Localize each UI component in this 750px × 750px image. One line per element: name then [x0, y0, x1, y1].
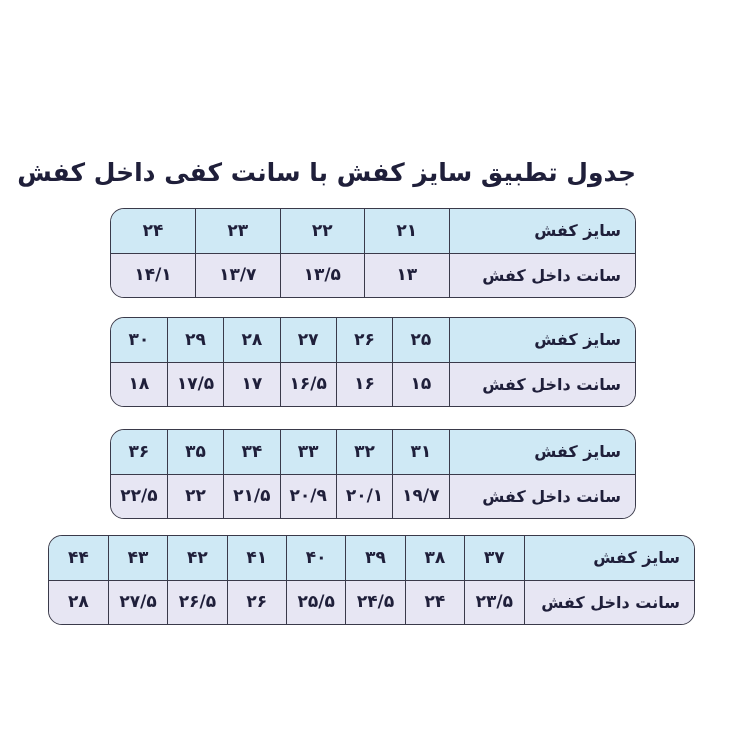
shoe-size-label: سایز کفش — [448, 430, 635, 475]
shoe-size-cell: ۳۲ — [335, 430, 393, 475]
shoe-size-label: سایز کفش — [448, 318, 635, 363]
shoe-size-cell: ۳۹ — [345, 536, 406, 581]
shoe-size-cell: ۲۱ — [364, 209, 449, 254]
shoe-size-cell: ۲۸ — [223, 318, 281, 363]
shoe-size-cell: ۴۰ — [285, 536, 346, 581]
shoe-size-cell: ۲۹ — [166, 318, 224, 363]
page-title: جدول تطبیق سایز کفش با سانت کفی داخل کفش — [17, 158, 636, 187]
insole-cm-cell: ۱۷/۵ — [166, 362, 224, 406]
shoe-size-cell: ۴۳ — [107, 536, 168, 581]
shoe-size-label: سایز کفش — [523, 536, 694, 581]
shoe-size-cell: ۳۱ — [392, 430, 449, 475]
shoe-size-cell: ۲۷ — [279, 318, 337, 363]
insole-cm-row: سانت داخل کفش ۲۳/۵ ۲۴ ۲۴/۵ ۲۵/۵ ۲۶ ۲۶/۵ ۲۷/۵ ۲۸ — [49, 580, 694, 624]
size-table-3: سایز کفش ۳۱ ۳۲ ۳۳ ۳۴ ۳۵ ۳۶ سانت داخل کفش ۱۹/۷ ۲۰/… — [110, 429, 636, 519]
shoe-size-cell: ۳۷ — [464, 536, 524, 581]
shoe-size-label: سایز کفش — [448, 209, 635, 254]
insole-cm-cell: ۱۳ — [364, 253, 449, 297]
insole-cm-cell: ۲۵/۵ — [285, 580, 346, 624]
size-chart-table: سایز کفش ۳۷ ۳۸ ۳۹ ۴۰ ۴۱ ۴۲ ۴۳ ۴۴ سانت داخل کفش ۲۳/… — [49, 536, 694, 624]
shoe-size-cell: ۳۳ — [279, 430, 337, 475]
shoe-size-cell: ۴۴ — [49, 536, 109, 581]
insole-cm-cell: ۱۷ — [223, 362, 281, 406]
shoe-size-cell: ۳۶ — [111, 430, 168, 475]
insole-cm-label: سانت داخل کفش — [523, 580, 694, 624]
insole-cm-cell: ۲۶/۵ — [167, 580, 228, 624]
insole-cm-cell: ۲۴/۵ — [345, 580, 406, 624]
size-table-2: سایز کفش ۲۵ ۲۶ ۲۷ ۲۸ ۲۹ ۳۰ سانت داخل کفش ۱۵ ۱۶ ۱۶/… — [110, 317, 636, 407]
size-table-1: سایز کفش ۲۱ ۲۲ ۲۳ ۲۴ سانت داخل کفش ۱۳ ۱۳/۵ ۱۳/۷ ۱… — [110, 208, 636, 298]
shoe-size-cell: ۴۱ — [226, 536, 287, 581]
insole-cm-label: سانت داخل کفش — [448, 474, 635, 518]
insole-cm-cell: ۱۳/۷ — [195, 253, 280, 297]
shoe-size-cell: ۳۸ — [404, 536, 465, 581]
insole-cm-label: سانت داخل کفش — [448, 253, 635, 297]
shoe-size-cell: ۴۲ — [167, 536, 228, 581]
insole-cm-cell: ۱۹/۷ — [392, 474, 449, 518]
size-chart-table: سایز کفش ۲۱ ۲۲ ۲۳ ۲۴ سانت داخل کفش ۱۳ ۱۳/۵ ۱۳/۷ ۱… — [111, 209, 635, 297]
insole-cm-cell: ۱۴/۱ — [111, 253, 196, 297]
shoe-size-cell: ۲۳ — [195, 209, 280, 254]
shoe-size-cell: ۳۰ — [111, 318, 168, 363]
insole-cm-row: سانت داخل کفش ۱۳ ۱۳/۵ ۱۳/۷ ۱۴/۱ — [111, 253, 635, 297]
insole-cm-cell: ۱۵ — [392, 362, 449, 406]
shoe-size-row: سایز کفش ۳۱ ۳۲ ۳۳ ۳۴ ۳۵ ۳۶ — [111, 430, 635, 475]
shoe-size-row: سایز کفش ۲۵ ۲۶ ۲۷ ۲۸ ۲۹ ۳۰ — [111, 318, 635, 363]
insole-cm-row: سانت داخل کفش ۱۵ ۱۶ ۱۶/۵ ۱۷ ۱۷/۵ ۱۸ — [111, 362, 635, 406]
insole-cm-cell: ۲۰/۱ — [335, 474, 393, 518]
size-chart-table: سایز کفش ۲۵ ۲۶ ۲۷ ۲۸ ۲۹ ۳۰ سانت داخل کفش ۱۵ ۱۶ ۱۶/… — [111, 318, 635, 406]
shoe-size-row: سایز کفش ۳۷ ۳۸ ۳۹ ۴۰ ۴۱ ۴۲ ۴۳ ۴۴ — [49, 536, 694, 581]
shoe-size-cell: ۳۵ — [166, 430, 224, 475]
insole-cm-cell: ۲۸ — [49, 580, 109, 624]
shoe-size-cell: ۲۵ — [392, 318, 449, 363]
insole-cm-label: سانت داخل کفش — [448, 362, 635, 406]
shoe-size-cell: ۲۶ — [335, 318, 393, 363]
insole-cm-cell: ۲۰/۹ — [279, 474, 337, 518]
insole-cm-cell: ۲۷/۵ — [107, 580, 168, 624]
shoe-size-cell: ۳۴ — [223, 430, 281, 475]
shoe-size-cell: ۲۲ — [279, 209, 365, 254]
size-chart-table: سایز کفش ۳۱ ۳۲ ۳۳ ۳۴ ۳۵ ۳۶ سانت داخل کفش ۱۹/۷ ۲۰/… — [111, 430, 635, 518]
shoe-size-row: سایز کفش ۲۱ ۲۲ ۲۳ ۲۴ — [111, 209, 635, 254]
insole-cm-cell: ۲۲ — [166, 474, 224, 518]
insole-cm-cell: ۲۶ — [226, 580, 287, 624]
insole-cm-cell: ۲۳/۵ — [464, 580, 524, 624]
insole-cm-cell: ۲۲/۵ — [111, 474, 168, 518]
size-table-4: سایز کفش ۳۷ ۳۸ ۳۹ ۴۰ ۴۱ ۴۲ ۴۳ ۴۴ سانت داخل کفش ۲۳/… — [48, 535, 695, 625]
shoe-size-cell: ۲۴ — [111, 209, 196, 254]
insole-cm-cell: ۱۳/۵ — [279, 253, 365, 297]
insole-cm-cell: ۱۶ — [335, 362, 393, 406]
insole-cm-row: سانت داخل کفش ۱۹/۷ ۲۰/۱ ۲۰/۹ ۲۱/۵ ۲۲ ۲۲/۵ — [111, 474, 635, 518]
insole-cm-cell: ۲۱/۵ — [223, 474, 281, 518]
insole-cm-cell: ۱۸ — [111, 362, 168, 406]
insole-cm-cell: ۱۶/۵ — [279, 362, 337, 406]
insole-cm-cell: ۲۴ — [404, 580, 465, 624]
